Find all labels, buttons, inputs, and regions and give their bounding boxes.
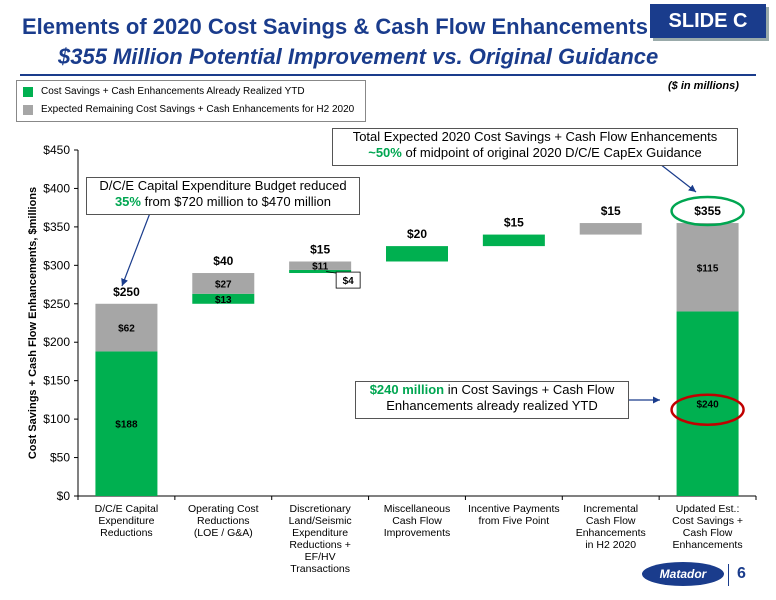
legend-label-expected: Expected Remaining Cost Savings + Cash E… xyxy=(41,104,355,115)
y-tick-label: $200 xyxy=(43,335,70,349)
y-tick-label: $350 xyxy=(43,220,70,234)
total-annotation: Total Expected 2020 Cost Savings + Cash … xyxy=(332,128,738,166)
capex-annotation-rest: from $720 million to $470 million xyxy=(140,194,332,209)
highlight-circle-total xyxy=(670,195,745,227)
y-tick-label: $100 xyxy=(43,412,70,426)
y-axis-label: Cost Savings + Cash Flow Enhancements, $… xyxy=(27,187,39,459)
slide-badge: SLIDE C xyxy=(650,4,766,38)
page-number: 6 xyxy=(737,565,746,582)
data-label-expected: $27 xyxy=(215,279,232,290)
y-tick-label: $150 xyxy=(43,374,70,388)
bar-realized xyxy=(95,351,158,496)
realized-annotation: $240 million in Cost Savings + Cash Flow… xyxy=(355,381,629,419)
units-note: ($ in millions) xyxy=(668,80,739,92)
data-label-total: $15 xyxy=(601,204,621,218)
bar-expected xyxy=(95,303,158,352)
data-label-total: $355 xyxy=(694,204,721,218)
y-tick-label: $250 xyxy=(43,297,70,311)
total-annotation-pct: ~50% xyxy=(368,145,402,160)
data-label-expected: $11 xyxy=(312,262,329,273)
realized-annotation-line2: Enhancements already realized YTD xyxy=(386,398,598,413)
capex-arrow xyxy=(121,212,151,287)
x-tick-label: Incentive Payments from Five Point xyxy=(468,503,560,527)
data-label-total: $250 xyxy=(113,285,140,299)
x-tick-label: Updated Est.: Cost Savings + Cash Flow Enha… xyxy=(672,503,743,551)
legend-item-expected: Expected Remaining Cost Savings + Cash E… xyxy=(23,104,354,115)
y-tick-label: $400 xyxy=(43,181,70,195)
total-annotation-line1: Total Expected 2020 Cost Savings + Cash … xyxy=(352,129,718,144)
bar-realized xyxy=(289,269,352,274)
bar-realized xyxy=(482,234,545,247)
data-label-total: $40 xyxy=(213,254,233,268)
data-label-total: $15 xyxy=(504,216,524,230)
y-tick-label: $50 xyxy=(50,451,70,465)
data-label-realized: $13 xyxy=(215,295,232,306)
bar-expected xyxy=(192,273,255,294)
y-tick-label: $300 xyxy=(43,258,70,272)
data-label-expected: $62 xyxy=(118,324,135,335)
legend-swatch-green xyxy=(23,86,33,97)
bar-expected xyxy=(676,223,739,312)
capex-annotation: D/C/E Capital Expenditure Budget reduced… xyxy=(86,177,360,215)
realized-annotation-line1: $240 million in Cost Savings + Cash Flow xyxy=(356,382,628,398)
data-label-realized: $4 xyxy=(343,276,355,287)
total-arrow xyxy=(659,163,697,193)
x-tick-label: Discretionary Land/Seismic Expenditure Redu… xyxy=(289,503,352,575)
data-label-total: $20 xyxy=(407,227,427,241)
y-tick-label: $450 xyxy=(43,143,70,157)
bar-realized xyxy=(386,246,448,262)
bar-expected xyxy=(289,261,352,270)
capex-annotation-line1: D/C/E Capital Expenditure Budget reduced xyxy=(99,178,347,193)
capex-annotation-pct: 35% xyxy=(114,194,141,209)
y-tick-label: $0 xyxy=(57,489,71,503)
legend-item-realized: Cost Savings + Cash Enhancements Already… xyxy=(23,86,305,97)
bar-realized xyxy=(192,293,255,304)
realized-annotation-amount: $240 million xyxy=(369,382,445,397)
title-divider xyxy=(20,74,756,76)
company-logo: Matador xyxy=(642,562,724,586)
x-tick-label: Miscellaneous Cash Flow Improvements xyxy=(384,503,451,539)
logo-text: Matador xyxy=(660,567,708,581)
capex-annotation-line2: 35% from $720 million to $470 million xyxy=(87,194,359,210)
legend-swatch-gray xyxy=(23,104,33,115)
data-label-expected: $115 xyxy=(697,263,719,274)
realized-annotation-rest: in Cost Savings + Cash Flow xyxy=(444,382,615,397)
chart-legend: Cost Savings + Cash Enhancements Already… xyxy=(16,80,366,122)
total-annotation-rest: of midpoint of original 2020 D/C/E CapEx… xyxy=(401,145,702,160)
x-tick-label: Incremental Cash Flow Enhancements in H2 20… xyxy=(576,503,646,551)
page-title: Elements of 2020 Cost Savings & Cash Flo… xyxy=(22,14,648,39)
x-tick-label: Operating Cost Reductions (LOE / G&A) xyxy=(188,503,259,539)
bar-realized xyxy=(676,311,739,496)
highlight-circle-realized xyxy=(670,393,745,426)
data-label-realized: $188 xyxy=(115,420,138,431)
legend-label-realized: Cost Savings + Cash Enhancements Already… xyxy=(41,86,305,97)
total-annotation-line2: ~50% of midpoint of original 2020 D/C/E … xyxy=(333,145,737,161)
bar-expected xyxy=(579,223,642,235)
x-tick-label: D/C/E Capital Expenditure Reductions xyxy=(95,503,159,539)
data-label-total: $15 xyxy=(310,242,330,256)
page-subtitle: $355 Million Potential Improvement vs. O… xyxy=(58,44,659,69)
callout-box xyxy=(335,271,361,289)
data-label-realized: $240 xyxy=(696,400,719,411)
footer-divider xyxy=(728,564,729,586)
